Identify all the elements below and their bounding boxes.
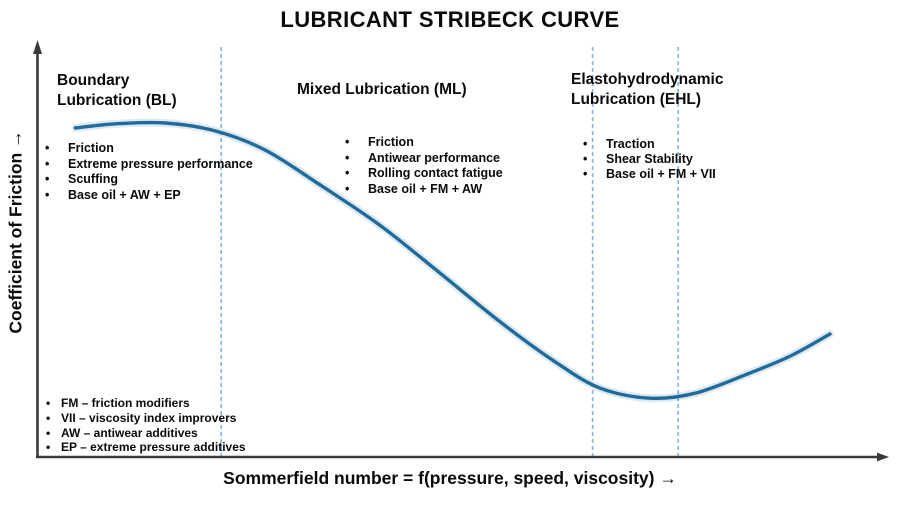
bullet-item: Base oil + AW + EP	[45, 188, 253, 204]
region-boundary-lines	[220, 47, 680, 456]
x-axis-arrowhead	[877, 452, 889, 462]
footnote-item: FM – friction modifiers	[46, 396, 246, 411]
bullet-item: Scuffing	[45, 172, 253, 188]
bullet-item: Friction	[45, 141, 253, 157]
stribeck-curve	[73, 120, 832, 401]
bullet-item: Base oil + FM + AW	[345, 182, 503, 198]
region-heading-mixed-lubrication: Mixed Lubrication (ML)	[297, 81, 467, 98]
footnote-item: EP – extreme pressure additives	[46, 440, 246, 455]
region-list-elastohydrodynamic-lubrication: Traction Shear Stability Base oil + FM +…	[583, 137, 716, 182]
bullet-item: Friction	[345, 135, 503, 151]
bullet-item: Traction	[583, 137, 716, 152]
footnote-item: VII – viscosity index improvers	[46, 411, 246, 426]
region-heading-elastohydrodynamic-lubrication: Elastohydrodynamic Lubrication (EHL)	[571, 71, 724, 108]
bullet-item: Base oil + FM + VII	[583, 167, 716, 182]
region-list-boundary-lubrication: Friction Extreme pressure performance Sc…	[45, 141, 253, 204]
x-axis-label: Sommerfield number = f(pressure, speed, …	[223, 468, 677, 488]
footnote-item: AW – antiwear additives	[46, 426, 246, 441]
y-axis-arrowhead	[33, 40, 42, 54]
bullet-item: Shear Stability	[583, 152, 716, 167]
region-list-mixed-lubrication: Friction Antiwear performance Rolling co…	[345, 135, 503, 198]
abbreviation-footnote-list: FM – friction modifiers VII – viscosity …	[46, 396, 246, 455]
bullet-item: Extreme pressure performance	[45, 157, 253, 173]
bullet-item: Rolling contact fatigue	[345, 166, 503, 182]
region-heading-boundary-lubrication: Boundary Lubrication (BL)	[57, 72, 177, 109]
chart-title: LUBRICANT STRIBECK CURVE	[280, 7, 620, 32]
bullet-item: Antiwear performance	[345, 151, 503, 167]
y-axis-label: Coefficient of Friction →	[5, 130, 26, 334]
